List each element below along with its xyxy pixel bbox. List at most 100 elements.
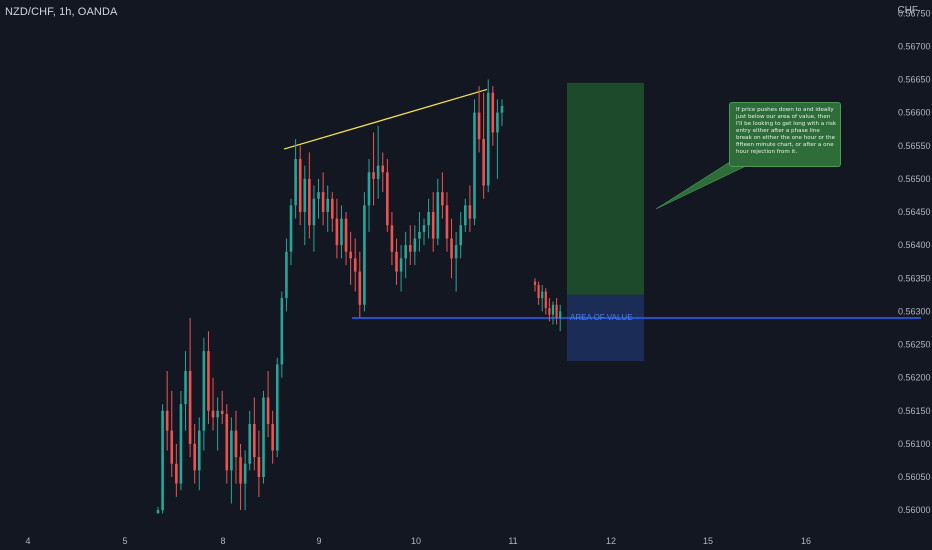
time-tick-label: 4 — [25, 536, 30, 546]
bearish-candle — [390, 212, 394, 265]
bullish-candle — [541, 284, 544, 312]
bearish-candle — [165, 371, 169, 451]
bullish-candle — [303, 165, 307, 246]
bullish-candle — [363, 192, 366, 312]
bullish-candle — [202, 337, 206, 451]
price-tick-label: 0.56150 — [898, 406, 931, 416]
bullish-candle — [500, 99, 504, 126]
bullish-candle — [459, 212, 463, 259]
bullish-candle — [179, 390, 183, 491]
bearish-candle — [321, 172, 325, 226]
bullish-candle — [454, 231, 458, 292]
bullish-candle — [422, 218, 426, 246]
bearish-candle — [344, 212, 348, 265]
time-axis[interactable]: 4 5 8 9 10 11 12 15 16 — [25, 536, 811, 546]
bearish-candle — [555, 298, 558, 325]
bullish-candle — [473, 99, 476, 226]
bearish-candle — [349, 231, 352, 285]
trendline — [283, 88, 488, 150]
stop-zone — [567, 294, 644, 362]
bearish-candle — [193, 424, 196, 484]
bearish-candle — [257, 430, 261, 497]
bullish-candle — [294, 139, 297, 219]
bearish-candle — [266, 371, 270, 438]
bearish-candle — [431, 192, 435, 252]
profit-zone — [567, 82, 644, 295]
bearish-candle — [234, 410, 238, 484]
candles — [156, 79, 562, 514]
price-tick-label: 0.56300 — [898, 306, 931, 316]
bearish-candle — [548, 298, 551, 322]
bearish-candle — [381, 152, 385, 193]
bullish-candle — [436, 178, 440, 246]
bullish-candle — [486, 79, 490, 193]
bullish-candle — [551, 301, 555, 325]
bearish-candle — [386, 159, 389, 232]
price-tick-label: 0.56450 — [898, 207, 931, 217]
bullish-candle — [418, 212, 421, 252]
bearish-candle — [253, 397, 256, 471]
symbol-title[interactable]: NZD/CHF, 1h, OANDA — [5, 6, 118, 18]
time-tick-label: 15 — [703, 536, 713, 546]
bearish-candle — [308, 152, 311, 239]
callout-pointer-shape — [655, 159, 747, 210]
bearish-candle — [175, 443, 178, 497]
bullish-candle — [161, 404, 164, 514]
bearish-candle — [482, 92, 485, 199]
bearish-candle — [491, 86, 495, 146]
time-tick-label: 5 — [122, 536, 127, 546]
bearish-candle — [330, 192, 334, 232]
time-tick-label: 16 — [801, 536, 811, 546]
bearish-candle — [408, 225, 412, 265]
bearish-candle — [353, 238, 357, 292]
bullish-candle — [285, 238, 288, 312]
bullish-candle — [427, 198, 430, 239]
bullish-candle — [289, 198, 293, 265]
price-axis[interactable]: 0.56750 0.56700 0.56650 0.56600 0.56550 0.565… — [898, 8, 931, 515]
trade-note[interactable]: If price pushes down to and ideally just… — [729, 102, 841, 167]
bearish-candle — [544, 288, 547, 315]
price-tick-label: 0.56100 — [898, 439, 931, 449]
stop-loss-zone[interactable] — [567, 294, 644, 362]
bearish-candle — [372, 132, 375, 206]
bullish-candle — [399, 245, 403, 292]
bearish-candle — [441, 172, 444, 219]
time-tick-label: 8 — [220, 536, 225, 546]
bearish-candle — [207, 331, 210, 424]
bullish-candle — [376, 125, 380, 199]
price-tick-label: 0.56700 — [898, 41, 931, 51]
resistance-trendline[interactable] — [283, 88, 488, 150]
price-tick-label: 0.56750 — [898, 8, 931, 18]
bullish-candle — [404, 231, 407, 279]
bullish-candle — [184, 351, 187, 431]
bullish-candle — [326, 185, 330, 232]
profit-target-zone[interactable] — [567, 82, 644, 295]
bullish-candle — [280, 291, 284, 378]
price-tick-label: 0.56650 — [898, 75, 931, 85]
time-tick-label: 9 — [316, 536, 321, 546]
bearish-candle — [298, 145, 302, 226]
bullish-candle — [275, 357, 279, 458]
bullish-candle — [216, 397, 219, 451]
callout-pointer — [655, 159, 747, 210]
price-tick-label: 0.56600 — [898, 108, 931, 118]
area-of-value-label: AREA OF VALUE — [570, 313, 633, 322]
time-tick-label: 11 — [508, 536, 517, 546]
bullish-candle — [559, 304, 562, 332]
price-tick-label: 0.56350 — [898, 273, 931, 283]
currency-label: CHF — [897, 5, 918, 16]
price-tick-label: 0.56400 — [898, 240, 931, 250]
bullish-candle — [464, 198, 467, 232]
bearish-candle — [468, 185, 472, 232]
price-tick-label: 0.56050 — [898, 472, 931, 482]
bearish-candle — [358, 251, 362, 318]
bearish-candle — [395, 238, 398, 285]
price-tick-label: 0.56550 — [898, 141, 931, 151]
bullish-candle — [317, 178, 320, 219]
bullish-candle — [243, 450, 247, 511]
bullish-candle — [156, 506, 160, 514]
bearish-candle — [477, 86, 481, 153]
price-tick-label: 0.56200 — [898, 373, 931, 383]
bearish-candle — [211, 377, 215, 431]
